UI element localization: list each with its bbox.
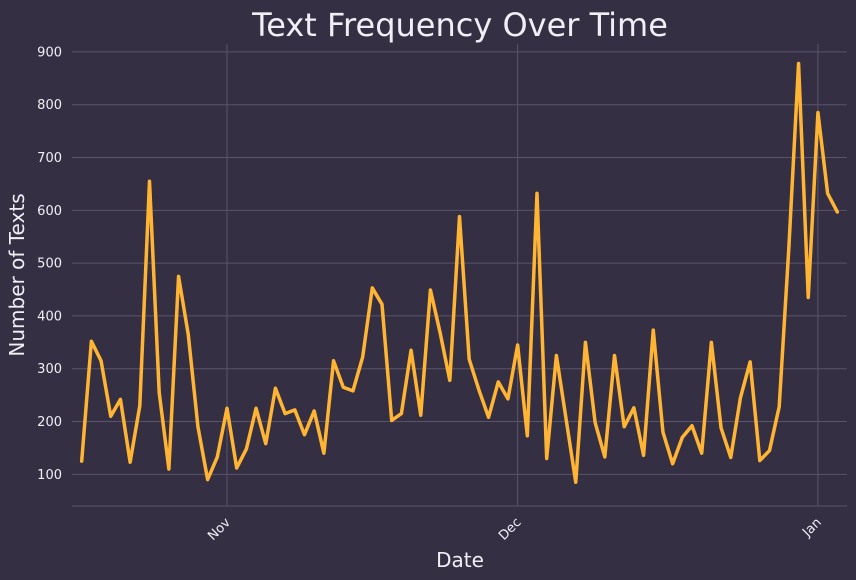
y-tick-label: 100 xyxy=(37,468,62,483)
x-axis-label: Date xyxy=(436,548,484,572)
series-line xyxy=(79,61,840,484)
y-tick-label: 800 xyxy=(37,98,62,113)
y-tick-label: 900 xyxy=(37,45,62,60)
y-tick-label: 600 xyxy=(37,204,62,219)
x-grid xyxy=(226,44,819,506)
y-axis-label: Number of Texts xyxy=(5,193,29,356)
x-tick-label: Jan xyxy=(799,515,824,540)
series-layer xyxy=(79,61,840,484)
y-tick-label: 500 xyxy=(37,257,62,272)
chart-title: Text Frequency Over Time xyxy=(251,6,668,44)
x-axis-ticks: Nov Dec Jan xyxy=(205,515,824,544)
y-axis-ticks: 100 200 300 400 500 600 700 800 900 xyxy=(37,45,62,482)
y-tick-label: 200 xyxy=(37,415,62,430)
y-tick-label: 400 xyxy=(37,309,62,324)
y-grid xyxy=(72,51,847,475)
x-tick-label: Nov xyxy=(205,515,234,544)
y-tick-label: 700 xyxy=(37,151,62,166)
y-tick-label: 300 xyxy=(37,362,62,377)
x-tick-label: Dec xyxy=(496,515,524,543)
